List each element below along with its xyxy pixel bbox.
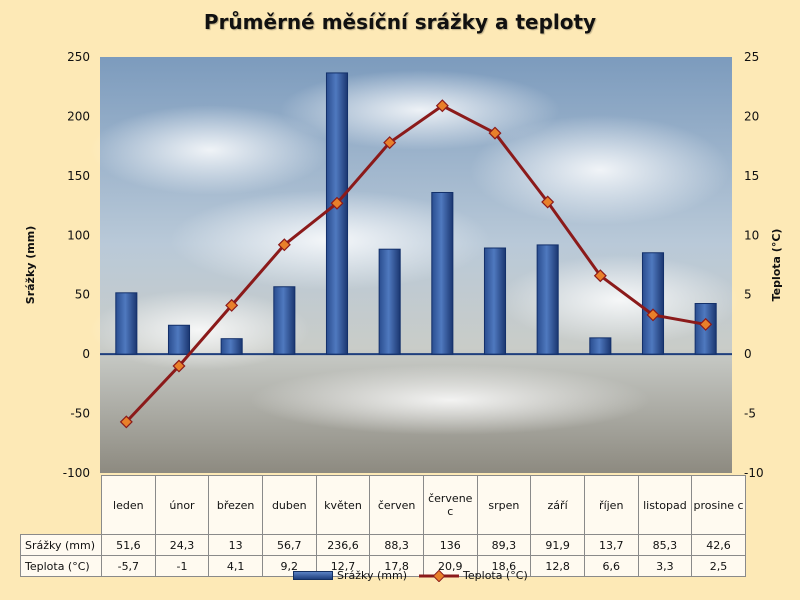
table-temperature-cell: 12,8: [530, 555, 585, 577]
table-category-cell: říjen: [583, 475, 639, 535]
precipitation-bar: [273, 286, 296, 355]
table-precipitation-cell: 13: [208, 534, 263, 556]
legend: Srážky (mm) Teplota (°C): [293, 569, 534, 582]
temperature-marker: [435, 99, 449, 113]
table-row-label: Srážky (mm): [20, 534, 102, 556]
precipitation-bar: [483, 247, 507, 355]
right-axis-tick-label: 20: [744, 109, 759, 123]
table-precipitation-cell: 51,6: [101, 534, 156, 556]
table-temperature-cell: 2,5: [691, 555, 746, 577]
table-category-cell: listopad: [637, 475, 693, 535]
right-axis-tick-label: 0: [744, 347, 752, 361]
left-axis-tick-label: 150: [67, 169, 90, 183]
table-precipitation-cell: 24,3: [154, 534, 210, 556]
table-category-cell: duben: [261, 475, 317, 535]
temperature-marker: [488, 126, 502, 140]
table-temperature-cell: 18,6: [476, 555, 532, 577]
left-axis-title: Srážky (mm): [24, 226, 37, 304]
left-axis-tick-label: -50: [70, 407, 90, 421]
table-category-cell: březen: [208, 475, 263, 535]
temperature-marker: [699, 317, 713, 331]
table-temperature-cell: 6,6: [583, 555, 639, 577]
data-table: leden únor březen duben květen červen červene …: [20, 475, 746, 577]
right-axis-tick-labels: 25 20 15 10 5 0 -5 -10: [744, 50, 764, 480]
precipitation-bar: [536, 244, 559, 355]
left-axis-tick-label: 0: [82, 347, 90, 361]
legend-line-swatch: [419, 569, 460, 582]
temperature-marker: [119, 415, 133, 429]
temperature-marker: [383, 136, 397, 150]
left-axis-tick-label: 200: [67, 109, 90, 123]
temperature-line: [125, 103, 706, 423]
legend-item-precipitation: Srážky (mm): [293, 569, 407, 582]
table-category-cell: září: [530, 475, 585, 535]
right-axis-tick-label: 15: [744, 169, 759, 183]
precipitation-bars: [115, 72, 717, 355]
table-row-label: Teplota (°C): [20, 555, 102, 577]
temperature-marker: [541, 195, 555, 209]
table-category-cell: červen: [369, 475, 424, 535]
right-axis-tick-label: -5: [744, 407, 756, 421]
table-precipitation-cell: 88,3: [369, 534, 424, 556]
temperature-marker: [330, 196, 344, 210]
table-temperature-cell: -5,7: [101, 555, 156, 577]
table-category-cell: srpen: [476, 475, 532, 535]
precipitation-bar: [641, 252, 665, 355]
right-axis-tick-label: 10: [744, 228, 759, 242]
table-category-cell: červene c: [422, 475, 478, 535]
right-axis-tick-label: 25: [744, 50, 759, 64]
precipitation-bar: [589, 337, 612, 355]
temperature-marker: [225, 298, 239, 312]
left-axis-tick-label: 100: [67, 228, 90, 242]
legend-item-temperature: Teplota (°C): [419, 569, 528, 582]
temperature-marker: [172, 359, 186, 373]
table-precipitation-cell: 89,3: [476, 534, 532, 556]
table-temperature-cell: -1: [154, 555, 210, 577]
temperature-marker: [593, 269, 607, 283]
left-axis-tick-label: 50: [75, 288, 90, 302]
right-axis-tick-label: 5: [744, 288, 752, 302]
temperature-marker: [646, 308, 660, 322]
table-category-cell: únor: [154, 475, 210, 535]
table-precipitation-cell: 56,7: [261, 534, 317, 556]
right-axis-title: Teplota (°C): [770, 229, 783, 302]
table-header-row: leden únor březen duben květen červen červene …: [20, 475, 746, 535]
legend-label: Teplota (°C): [463, 569, 528, 582]
table-precipitation-cell: 13,7: [583, 534, 639, 556]
chart-title: Průměrné měsíční srážky a teploty: [203, 10, 597, 34]
precipitation-bar: [325, 72, 349, 355]
legend-bar-swatch: [293, 571, 333, 580]
legend-label: Srážky (mm): [337, 569, 408, 582]
precipitation-bar: [220, 338, 243, 355]
precipitation-bar: [167, 324, 191, 355]
table-precipitation-cell: 85,3: [637, 534, 693, 556]
temperature-markers: [119, 99, 713, 429]
right-axis-tick-label: -10: [744, 466, 764, 480]
table-category-cell: prosine c: [691, 475, 746, 535]
precipitation-bar: [378, 248, 401, 355]
table-temperature-cell: 3,3: [637, 555, 693, 577]
table-temperature-cell: 17,8: [369, 555, 424, 577]
table-precipitation-cell: 136: [422, 534, 478, 556]
precipitation-bar: [431, 191, 454, 355]
table-precipitation-cell: 236,6: [315, 534, 371, 556]
temperature-marker: [277, 238, 291, 252]
table-precipitation-cell: 42,6: [691, 534, 746, 556]
table-temperature-cell: 4,1: [208, 555, 263, 577]
table-row-temperature: Teplota (°C) -5,7 -1 4,1 9,2 12,7 17,8 20,9 18,…: [20, 555, 746, 577]
precipitation-bar: [115, 292, 138, 355]
table-precipitation-cell: 91,9: [530, 534, 585, 556]
table-category-cell: leden: [101, 475, 156, 535]
table-row-precipitation: Srážky (mm) 51,6 24,3 13 56,7 236,6 88,3 136 89…: [20, 534, 746, 556]
left-axis-tick-label: 250: [67, 50, 90, 64]
table-corner: [20, 475, 102, 535]
table-category-cell: květen: [315, 475, 371, 535]
